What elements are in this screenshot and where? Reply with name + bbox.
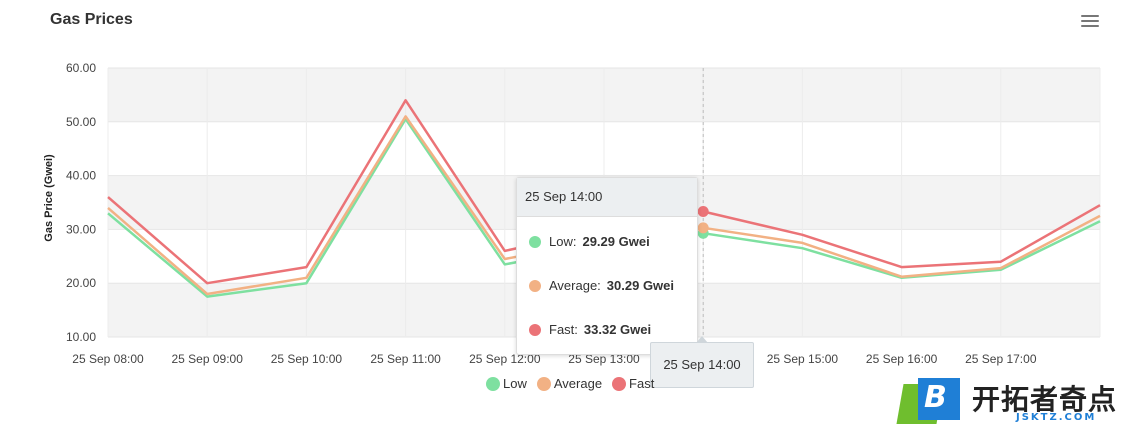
menu-line xyxy=(1081,15,1099,17)
y-tick-label: 10.00 xyxy=(66,330,96,344)
watermark: B 开拓者奇点 JSKTZ.COM xyxy=(896,376,1135,428)
tooltip-value: 33.32 Gwei xyxy=(583,322,652,337)
tooltip-label: Average: xyxy=(549,278,601,293)
legend-item-fast[interactable]: Fast xyxy=(612,376,654,391)
tooltip-row-low: Low: 29.29 Gwei xyxy=(529,234,650,249)
x-tick-label: 25 Sep 16:00 xyxy=(866,352,938,366)
tooltip-title: 25 Sep 14:00 xyxy=(517,178,697,217)
legend-label: Fast xyxy=(629,376,655,391)
x-tick-label: 25 Sep 13:00 xyxy=(568,352,640,366)
logo-letter: B xyxy=(924,380,947,415)
watermark-english: JSKTZ.COM xyxy=(1016,412,1097,423)
y-tick-label: 20.00 xyxy=(66,276,96,290)
tooltip-row-average: Average: 30.29 Gwei xyxy=(529,278,674,293)
y-tick-label: 40.00 xyxy=(66,169,96,183)
hover-point-average xyxy=(697,222,709,234)
x-axis-ticks: 25 Sep 08:00 25 Sep 09:00 25 Sep 10:00 25 S… xyxy=(72,352,1037,366)
x-tick-label: 25 Sep 12:00 xyxy=(469,352,541,366)
low-dot-icon xyxy=(529,236,541,248)
y-axis-label: Gas Price (Gwei) xyxy=(43,154,55,242)
tooltip-label: Low: xyxy=(549,234,577,249)
x-tick-label: 25 Sep 08:00 xyxy=(72,352,144,366)
x-tick-label: 25 Sep 09:00 xyxy=(171,352,243,366)
menu-line xyxy=(1081,25,1099,27)
y-tick-label: 50.00 xyxy=(66,115,96,129)
y-axis-ticks: 10.00 20.00 30.00 40.00 50.00 60.00 xyxy=(66,61,96,344)
legend-item-low[interactable]: Low xyxy=(486,376,527,391)
watermark-logo-icon: B xyxy=(896,378,964,426)
legend-fast-dot-icon xyxy=(612,376,627,391)
tooltip-value: 30.29 Gwei xyxy=(606,278,675,293)
x-tick-label: 25 Sep 17:00 xyxy=(965,352,1037,366)
y-tick-label: 30.00 xyxy=(66,222,96,236)
hover-markers xyxy=(697,206,709,239)
x-tick-label: 25 Sep 15:00 xyxy=(767,352,839,366)
legend: Low Average Fast xyxy=(486,376,654,391)
chart-title: Gas Prices xyxy=(50,11,133,28)
x-tick-label: 25 Sep 11:00 xyxy=(370,352,441,366)
x-axis-tooltip: 25 Sep 14:00 xyxy=(650,336,754,388)
tooltip-label: Fast: xyxy=(549,322,578,337)
legend-item-average[interactable]: Average xyxy=(536,376,603,391)
y-tick-label: 60.00 xyxy=(66,61,96,75)
legend-label: Low xyxy=(503,376,527,391)
watermark-chinese: 开拓者奇点 xyxy=(972,383,1118,416)
tooltip-value: 29.29 Gwei xyxy=(582,234,650,249)
data-tooltip: 25 Sep 14:00 Low: 29.29 Gwei Average: 30.2… xyxy=(516,177,698,355)
average-dot-icon xyxy=(529,280,541,292)
legend-average-dot-icon xyxy=(536,376,551,391)
tooltip-row-fast: Fast: 33.32 Gwei xyxy=(529,322,651,337)
menu-line xyxy=(1081,20,1099,22)
hover-point-fast xyxy=(697,206,709,218)
hamburger-menu-icon[interactable] xyxy=(1081,15,1099,29)
fast-dot-icon xyxy=(529,324,541,336)
x-tick-label: 25 Sep 10:00 xyxy=(271,352,343,366)
legend-low-dot-icon xyxy=(486,376,500,391)
legend-label: Average xyxy=(553,376,603,391)
